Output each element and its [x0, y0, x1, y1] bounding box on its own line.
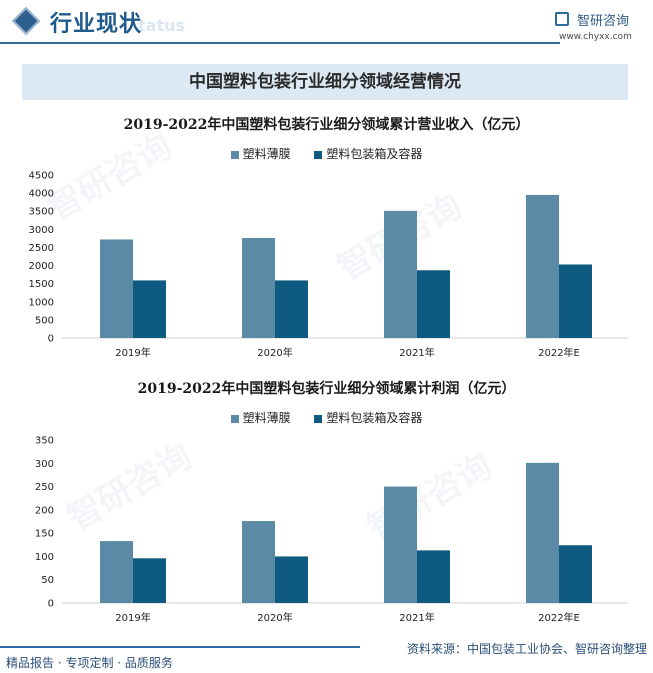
page-header: tatus 行业现状 智研咨询 www.chyxx.com: [0, 0, 653, 48]
legend-swatch-series1: [230, 414, 239, 423]
legend-item: 塑料包装箱及容器: [314, 409, 422, 426]
y-tick-label: 2500: [29, 243, 54, 254]
y-tick-label: 3500: [29, 207, 54, 218]
y-tick-label: 350: [35, 436, 54, 447]
brand-logo-icon: [555, 12, 569, 26]
bar-series1: [242, 521, 275, 603]
header-divider: [0, 42, 560, 44]
bar-series1: [100, 541, 133, 603]
legend-label: 塑料薄膜: [242, 411, 291, 425]
bar-series1: [384, 210, 417, 338]
y-tick-label: 50: [41, 575, 54, 586]
banner-title: 中国塑料包装行业细分领域经营情况: [22, 64, 628, 100]
legend-swatch-series2: [314, 150, 323, 159]
brand-name: 智研咨询: [577, 14, 630, 29]
y-tick-label: 500: [35, 315, 54, 326]
y-tick-label: 100: [35, 552, 54, 563]
bar-series2: [133, 558, 166, 603]
y-tick-label: 250: [35, 482, 54, 493]
source-note: 资料来源：中国包装工业协会、智研咨询整理: [406, 642, 647, 656]
section-title: 行业现状: [50, 12, 143, 37]
legend-item: 塑料薄膜: [230, 145, 291, 162]
bar-series2: [275, 556, 308, 603]
x-tick-label: 2021年: [399, 611, 434, 624]
bar-series2: [417, 270, 450, 338]
bar-series2: [417, 550, 450, 603]
chart-legend: 塑料薄膜 塑料包装箱及容器: [0, 409, 653, 426]
bar-series2: [275, 280, 308, 338]
y-tick-label: 0: [48, 599, 54, 610]
x-tick-label: 2022年E: [538, 346, 580, 359]
bar-series1: [100, 239, 133, 338]
legend-label: 塑料包装箱及容器: [326, 411, 423, 425]
y-tick-label: 150: [35, 529, 54, 540]
y-tick-label: 4500: [29, 171, 54, 182]
brand-block: 智研咨询 www.chyxx.com: [555, 10, 645, 46]
x-tick-label: 2019年: [115, 346, 150, 359]
y-tick-label: 0: [48, 334, 54, 345]
profit-bar-chart: 0 50 100 150 200 250 300 350 2019年 2020年 2021年 2022…: [35, 436, 628, 624]
y-tick-label: 4000: [29, 189, 54, 200]
bar-series2: [559, 264, 592, 338]
chart-legend: 塑料薄膜 塑料包装箱及容器: [0, 145, 653, 162]
brand-url: www.chyxx.com: [559, 32, 632, 42]
diamond-icon: [11, 6, 41, 36]
legend-swatch-series2: [314, 414, 323, 423]
y-tick-label: 300: [35, 459, 54, 470]
footer-slogan: 精品报告 · 专项定制 · 品质服务: [6, 656, 173, 670]
bar-series1: [242, 238, 275, 338]
y-tick-label: 1500: [29, 279, 54, 290]
legend-item: 塑料包装箱及容器: [314, 145, 422, 162]
y-tick-label: 200: [35, 505, 54, 516]
chart-title: 2019-2022年中国塑料包装行业细分领域累计营业收入（亿元）: [123, 117, 530, 133]
section-ghost-text: tatus: [138, 16, 186, 35]
bar-series1: [526, 194, 559, 338]
legend-label: 塑料薄膜: [242, 147, 291, 161]
y-tick-label: 1000: [29, 297, 54, 308]
x-tick-label: 2021年: [399, 346, 434, 359]
chart-title: 2019-2022年中国塑料包装行业细分领域累计利润（亿元）: [137, 381, 516, 397]
bar-series2: [559, 545, 592, 603]
legend-label: 塑料包装箱及容器: [326, 147, 423, 161]
bar-series1: [384, 486, 417, 603]
y-tick-label: 3000: [29, 225, 54, 236]
x-tick-label: 2022年E: [538, 611, 580, 624]
footer-divider: [0, 646, 360, 648]
x-tick-label: 2020年: [257, 611, 292, 624]
y-tick-label: 2000: [29, 261, 54, 272]
x-tick-label: 2019年: [115, 611, 150, 624]
legend-item: 塑料薄膜: [230, 409, 291, 426]
x-tick-label: 2020年: [257, 346, 292, 359]
bar-series2: [133, 280, 166, 338]
bar-series1: [526, 462, 559, 603]
legend-swatch-series1: [230, 150, 239, 159]
revenue-bar-chart: 0 500 1000 1500 2000 2500 3000 3500 4000 4500 2019…: [29, 171, 628, 359]
